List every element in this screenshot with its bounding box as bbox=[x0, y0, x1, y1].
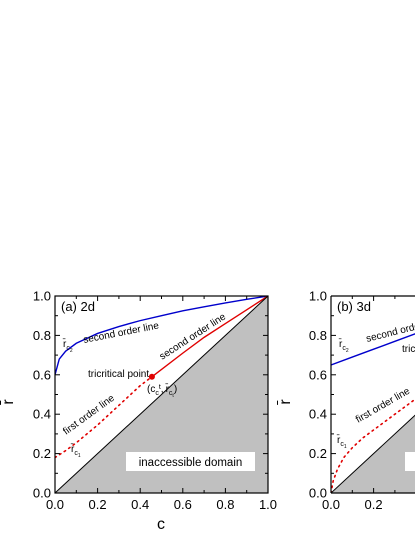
series-line-1 bbox=[331, 333, 415, 366]
panel-b: 0.0 0.2 0.0 0.2 0.4 0.6 0.8 1.0 (b) 3d r̄ r̄c2… bbox=[276, 289, 415, 512]
inaccessible-domain-label: inaccessible domain bbox=[139, 457, 243, 469]
y-tick-label: 0.4 bbox=[33, 407, 51, 422]
y-tick-label: 0.0 bbox=[309, 486, 327, 501]
y-axis-label: r̄ bbox=[0, 399, 17, 406]
y-axis-label: r̄ bbox=[276, 399, 294, 406]
y-tick-label: 0.8 bbox=[33, 328, 51, 343]
y-tick-label: 0.2 bbox=[33, 446, 51, 461]
series-line-1 bbox=[55, 296, 268, 375]
first-order-line-label: first order line bbox=[354, 386, 412, 426]
first-order-line-label: first order line bbox=[61, 393, 117, 438]
x-tick-label: 1.0 bbox=[259, 497, 277, 512]
x-tick-label: 0.6 bbox=[174, 497, 192, 512]
rc1-label: r̄c1 bbox=[336, 433, 347, 450]
rc2-label: r̄c2 bbox=[338, 337, 349, 354]
series-line-2 bbox=[331, 398, 415, 493]
second-order-line-label-left: second order line bbox=[82, 320, 160, 346]
inaccessible-domain-label-box bbox=[126, 452, 255, 471]
y-tick-label: 1.0 bbox=[309, 289, 327, 304]
second-order-line-label: second order line bbox=[365, 316, 415, 345]
panel-label: (b) 3d bbox=[337, 299, 371, 314]
panel-label: (a) 2d bbox=[61, 299, 95, 314]
y-tick-label: 0.4 bbox=[309, 407, 327, 422]
inaccessible-domain-label-box bbox=[405, 452, 415, 471]
x-tick-label: 0.2 bbox=[365, 497, 383, 512]
tricritical-point-label: tricritical point bbox=[88, 369, 149, 380]
rc1-label: r̄c1 bbox=[70, 442, 81, 459]
diagonal-line bbox=[331, 414, 415, 493]
y-tick-label: 0.2 bbox=[309, 446, 327, 461]
tricritical-point-label-partial: tric bbox=[402, 344, 415, 355]
tricritical-coordinate-label: (cct, r̄ct) bbox=[147, 382, 177, 399]
y-tick-label: 1.0 bbox=[33, 289, 51, 304]
rc2-label: r̄c2 bbox=[62, 337, 73, 354]
diagonal-line bbox=[54, 295, 269, 494]
tricritical-point-marker bbox=[148, 373, 155, 380]
x-tick-label: 0.4 bbox=[131, 497, 149, 512]
y-tick-label: 0.8 bbox=[309, 328, 327, 343]
y-tick-label: 0.0 bbox=[33, 486, 51, 501]
series-line-3 bbox=[55, 375, 153, 459]
y-tick-label: 0.6 bbox=[33, 367, 51, 382]
x-axis-label: c bbox=[157, 516, 165, 533]
x-tick-label: 0.0 bbox=[46, 497, 64, 512]
panel-a: 0.0 0.2 0.4 0.6 0.8 1.0 0.0 0.2 0.4 0.6 0.8 1.0 (a… bbox=[0, 289, 277, 534]
x-tick-label: 0.8 bbox=[216, 497, 234, 512]
x-tick-label: 0.0 bbox=[322, 497, 340, 512]
y-tick-label: 0.6 bbox=[309, 367, 327, 382]
series-line-2 bbox=[151, 296, 268, 378]
x-tick-label: 0.2 bbox=[89, 497, 107, 512]
